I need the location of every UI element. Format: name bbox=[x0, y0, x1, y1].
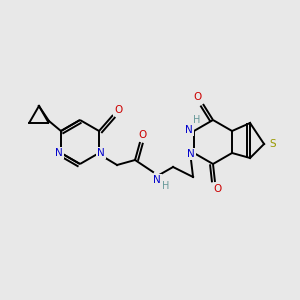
Text: H: H bbox=[193, 115, 201, 125]
Text: O: O bbox=[114, 105, 122, 115]
Text: N: N bbox=[55, 148, 63, 158]
Text: N: N bbox=[153, 175, 161, 185]
Text: S: S bbox=[270, 139, 276, 149]
Text: O: O bbox=[138, 130, 146, 140]
Text: N: N bbox=[97, 148, 105, 158]
Text: N: N bbox=[187, 149, 195, 159]
Text: O: O bbox=[194, 92, 202, 102]
Text: H: H bbox=[162, 181, 170, 191]
Text: O: O bbox=[213, 184, 221, 194]
Text: N: N bbox=[185, 125, 193, 135]
